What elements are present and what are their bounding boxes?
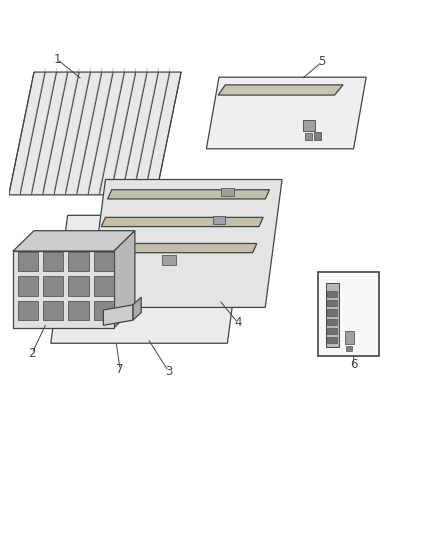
Bar xyxy=(305,133,311,140)
Text: 7: 7 xyxy=(117,364,124,376)
Polygon shape xyxy=(51,215,244,343)
Bar xyxy=(328,328,337,334)
Polygon shape xyxy=(108,190,269,199)
Bar xyxy=(94,301,114,320)
Bar xyxy=(345,332,353,344)
Polygon shape xyxy=(97,244,257,253)
Polygon shape xyxy=(103,305,133,325)
Polygon shape xyxy=(101,217,263,227)
Bar xyxy=(318,272,379,356)
Bar xyxy=(68,276,88,296)
Bar xyxy=(346,346,352,351)
Bar xyxy=(213,216,225,224)
Polygon shape xyxy=(218,85,343,95)
Bar xyxy=(94,252,114,271)
Bar xyxy=(328,300,337,306)
Bar xyxy=(328,310,337,316)
Text: 6: 6 xyxy=(350,358,357,372)
Bar xyxy=(328,291,337,297)
Bar xyxy=(43,276,64,296)
Bar xyxy=(162,255,176,265)
Bar xyxy=(314,132,321,140)
Bar xyxy=(68,252,88,271)
Bar xyxy=(328,319,337,325)
Bar xyxy=(328,337,337,343)
Text: 3: 3 xyxy=(165,365,172,378)
Polygon shape xyxy=(13,251,114,328)
Polygon shape xyxy=(88,180,282,308)
Text: 4: 4 xyxy=(234,316,242,329)
Polygon shape xyxy=(133,297,141,320)
Bar xyxy=(18,252,38,271)
Bar xyxy=(43,252,64,271)
Text: 2: 2 xyxy=(28,347,35,360)
Polygon shape xyxy=(114,231,135,328)
Polygon shape xyxy=(206,77,366,149)
Bar xyxy=(43,301,64,320)
Polygon shape xyxy=(9,72,181,195)
Bar xyxy=(68,301,88,320)
Bar xyxy=(18,301,38,320)
Bar xyxy=(94,276,114,296)
Polygon shape xyxy=(326,283,339,348)
Polygon shape xyxy=(13,231,135,251)
Text: 5: 5 xyxy=(318,55,326,68)
Bar xyxy=(303,119,315,131)
Text: 1: 1 xyxy=(53,53,61,66)
Bar xyxy=(18,276,38,296)
Bar xyxy=(221,188,234,196)
